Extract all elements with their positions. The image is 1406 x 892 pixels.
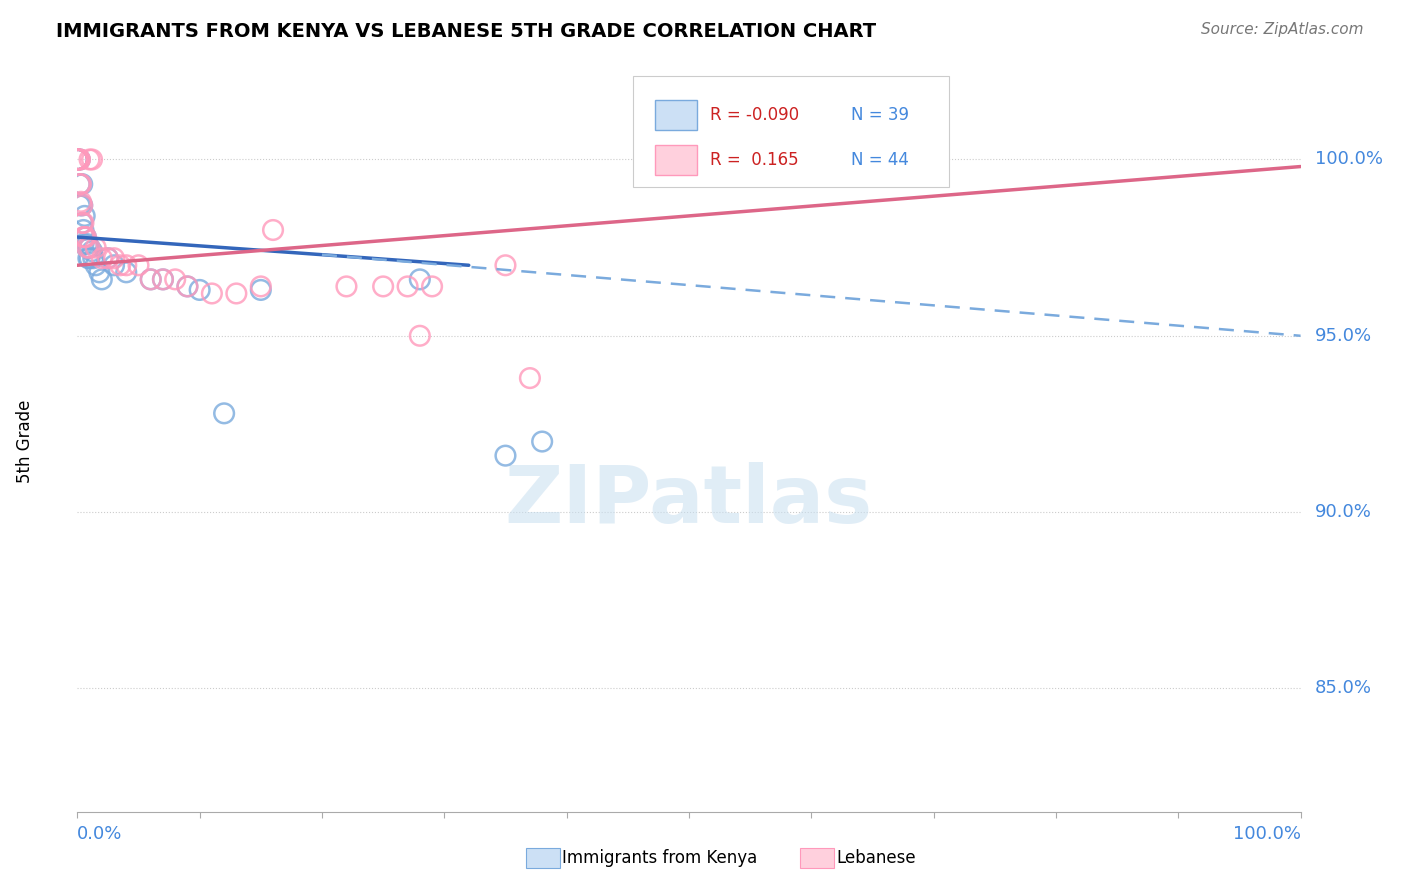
Text: N = 44: N = 44	[851, 151, 908, 169]
Text: 5th Grade: 5th Grade	[17, 400, 34, 483]
Point	[79, 241, 101, 255]
Point	[90, 251, 112, 265]
Point	[84, 258, 107, 272]
Text: N = 39: N = 39	[851, 106, 908, 124]
Point	[75, 230, 97, 244]
Point	[72, 237, 94, 252]
Point	[69, 177, 91, 191]
Text: 100.0%: 100.0%	[1233, 825, 1301, 843]
Text: 90.0%: 90.0%	[1315, 503, 1371, 521]
Point	[70, 177, 93, 191]
Text: R = -0.090: R = -0.090	[710, 106, 799, 124]
Text: Lebanese: Lebanese	[837, 849, 917, 867]
Point	[66, 153, 89, 167]
Point	[73, 230, 96, 244]
Point	[72, 230, 94, 244]
Point	[70, 194, 93, 209]
Point	[201, 286, 224, 301]
Point	[97, 251, 120, 265]
Point	[66, 153, 89, 167]
Point	[84, 241, 107, 255]
Point	[79, 251, 101, 265]
Point	[70, 216, 93, 230]
Point	[79, 241, 101, 255]
Point	[80, 244, 103, 259]
Point	[75, 230, 97, 244]
Text: Immigrants from Kenya: Immigrants from Kenya	[562, 849, 758, 867]
Point	[76, 237, 98, 252]
Point	[72, 223, 94, 237]
Point	[115, 258, 138, 272]
Point	[188, 283, 211, 297]
Point	[152, 272, 174, 286]
Point	[371, 279, 394, 293]
Text: ZIPatlas: ZIPatlas	[505, 462, 873, 540]
Point	[225, 286, 247, 301]
Point	[69, 177, 91, 191]
Point	[115, 265, 138, 279]
Point	[420, 279, 443, 293]
Point	[66, 153, 89, 167]
Point	[409, 272, 432, 286]
Point	[69, 153, 91, 167]
Point	[139, 272, 162, 286]
Point	[66, 153, 89, 167]
Point	[73, 209, 96, 223]
Point	[862, 153, 884, 167]
Point	[127, 258, 149, 272]
Point	[80, 153, 103, 167]
Point	[250, 283, 273, 297]
Point	[69, 153, 91, 167]
Point	[69, 153, 91, 167]
Point	[165, 272, 187, 286]
Point	[531, 434, 554, 449]
Point	[212, 406, 235, 420]
Point	[90, 272, 112, 286]
Point	[176, 279, 198, 293]
Point	[89, 265, 111, 279]
Text: 0.0%: 0.0%	[77, 825, 122, 843]
Point	[409, 328, 432, 343]
Text: 100.0%: 100.0%	[1315, 151, 1382, 169]
Text: 95.0%: 95.0%	[1315, 326, 1372, 345]
Point	[108, 258, 131, 272]
Point	[176, 279, 198, 293]
Point	[66, 153, 89, 167]
Point	[69, 198, 91, 212]
Point	[250, 279, 273, 293]
Point	[76, 241, 98, 255]
Point	[70, 216, 93, 230]
Point	[495, 258, 517, 272]
Point	[72, 216, 94, 230]
Point	[77, 251, 100, 265]
Point	[79, 153, 101, 167]
Point	[495, 449, 517, 463]
Point	[519, 371, 541, 385]
Point	[335, 279, 357, 293]
Point	[66, 153, 89, 167]
Point	[152, 272, 174, 286]
Point	[70, 198, 93, 212]
Point	[740, 153, 762, 167]
Point	[97, 251, 120, 265]
Point	[66, 153, 89, 167]
Point	[73, 230, 96, 244]
Point	[82, 251, 104, 265]
Point	[66, 153, 89, 167]
Point	[77, 241, 100, 255]
Point	[103, 258, 125, 272]
Text: Source: ZipAtlas.com: Source: ZipAtlas.com	[1201, 22, 1364, 37]
Point	[396, 279, 419, 293]
Text: IMMIGRANTS FROM KENYA VS LEBANESE 5TH GRADE CORRELATION CHART: IMMIGRANTS FROM KENYA VS LEBANESE 5TH GR…	[56, 22, 876, 41]
Point	[139, 272, 162, 286]
Point	[103, 251, 125, 265]
Point	[66, 153, 89, 167]
Text: R =  0.165: R = 0.165	[710, 151, 799, 169]
Point	[262, 223, 284, 237]
Point	[66, 153, 89, 167]
Point	[70, 177, 93, 191]
Text: 85.0%: 85.0%	[1315, 680, 1372, 698]
Point	[66, 153, 89, 167]
Point	[70, 198, 93, 212]
